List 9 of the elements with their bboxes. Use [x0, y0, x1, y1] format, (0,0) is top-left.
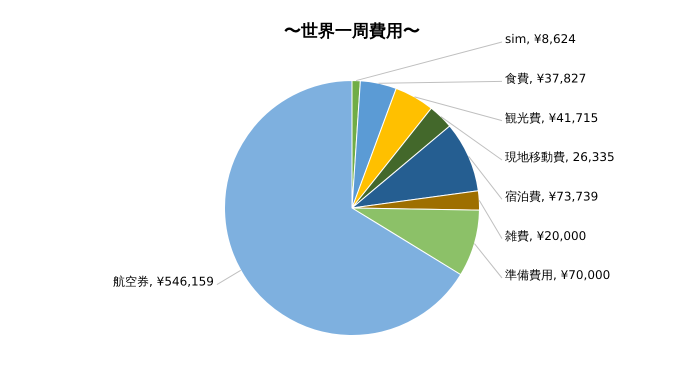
slice-label: 観光費, ¥41,715: [505, 110, 598, 125]
slice-label: 準備費用, ¥70,000: [505, 268, 610, 282]
slice-label: 雑費, ¥20,000: [505, 228, 586, 243]
slice-label: 食費, ¥37,827: [505, 71, 586, 86]
slice-label: 航空券, ¥546,159: [113, 274, 214, 289]
slice-label: 宿泊費, ¥73,739: [505, 189, 598, 204]
slice-label: 現地移動費, 26,335: [505, 150, 615, 164]
chart-title: 〜世界一周費用〜: [284, 21, 420, 42]
slice-label: sim, ¥8,624: [505, 32, 576, 46]
